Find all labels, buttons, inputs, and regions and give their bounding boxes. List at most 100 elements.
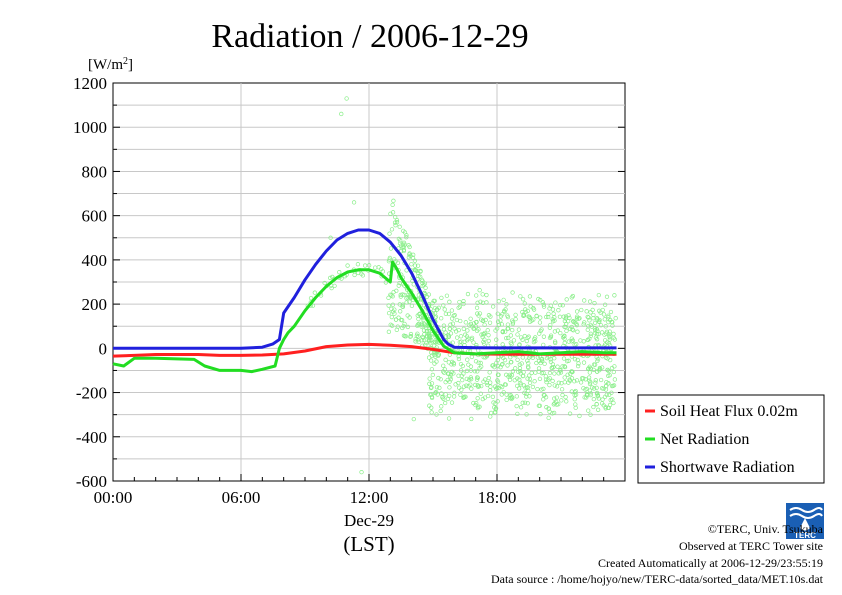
- scatter-point: [474, 328, 480, 333]
- scatter-point: [477, 288, 482, 293]
- scatter-point: [606, 368, 611, 374]
- scatter-point: [602, 317, 607, 322]
- scatter-point: [482, 337, 487, 342]
- scatter-point: [479, 383, 484, 389]
- scatter-point: [448, 331, 454, 336]
- scatter-point: [443, 357, 448, 362]
- scatter-point: [454, 317, 460, 323]
- terc-logo-text: TERC: [794, 531, 816, 540]
- scatter-point: [577, 413, 582, 419]
- scatter-point: [485, 328, 490, 333]
- scatter-point: [554, 395, 559, 400]
- scatter-point: [531, 339, 537, 345]
- scatter-point: [484, 380, 490, 386]
- scatter-point: [520, 400, 525, 405]
- scatter-point: [425, 328, 430, 334]
- scatter-point: [538, 328, 543, 334]
- scatter-point: [504, 335, 509, 341]
- scatter-point: [359, 470, 364, 475]
- scatter-point: [611, 383, 617, 388]
- scatter-point: [563, 321, 569, 327]
- scatter-point: [487, 320, 493, 325]
- scatter-point: [434, 412, 439, 417]
- legend-item-net-radiation: Net Radiation: [660, 431, 749, 448]
- scatter-point: [564, 359, 570, 364]
- scatter-point: [546, 314, 551, 320]
- scatter-point: [582, 395, 587, 400]
- scatter-point: [429, 367, 435, 372]
- scatter-point: [427, 337, 432, 343]
- scatter-point: [510, 369, 516, 374]
- scatter-point: [603, 387, 609, 392]
- scatter-point: [550, 378, 555, 384]
- scatter-point: [544, 314, 549, 320]
- scatter-point: [376, 265, 381, 270]
- scatter-point: [436, 352, 441, 357]
- scatter-point: [447, 326, 453, 331]
- scatter-point: [473, 359, 479, 364]
- scatter-point: [478, 360, 483, 366]
- scatter-point: [400, 325, 405, 331]
- scatter-point: [495, 372, 501, 377]
- scatter-point: [429, 410, 434, 415]
- scatter-point: [582, 320, 587, 325]
- scatter-point: [510, 321, 515, 327]
- scatter-point: [553, 300, 558, 305]
- scatter-point: [523, 307, 528, 312]
- scatter-point: [416, 339, 421, 345]
- scatter-point: [478, 391, 483, 396]
- scatter-point: [439, 295, 444, 301]
- scatter-point: [611, 369, 616, 375]
- scatter-point: [504, 302, 509, 307]
- scatter-point: [518, 335, 524, 340]
- scatter-point: [550, 319, 556, 324]
- scatter-point: [591, 397, 596, 402]
- scatter-point: [500, 329, 506, 334]
- scatter-point: [569, 336, 574, 341]
- scatter-point: [509, 359, 514, 365]
- scatter-point: [609, 365, 615, 371]
- scatter-point: [579, 307, 584, 313]
- scatter-point: [429, 405, 434, 410]
- scatter-point: [547, 376, 552, 381]
- scatter-point: [434, 385, 440, 390]
- scatter-point: [389, 227, 395, 232]
- net-radiation-line: [112, 260, 617, 374]
- scatter-point: [495, 311, 500, 316]
- y-tick-label: 800: [82, 162, 108, 181]
- scatter-point: [581, 376, 586, 381]
- scatter-point: [552, 315, 557, 320]
- scatter-point: [362, 263, 368, 268]
- scatter-point: [524, 394, 529, 399]
- scatter-point: [443, 400, 448, 406]
- scatter-point: [569, 295, 574, 300]
- scatter-point: [608, 357, 613, 363]
- scatter-point: [397, 241, 403, 246]
- scatter-point: [591, 367, 596, 372]
- scatter-point: [484, 292, 489, 298]
- scatter-point: [443, 380, 448, 385]
- scatter-point: [449, 308, 455, 313]
- scatter-point: [393, 223, 398, 228]
- scatter-point: [406, 243, 411, 248]
- scatter-point: [393, 214, 398, 220]
- scatter-point: [598, 310, 603, 315]
- y-tick-label: 200: [82, 295, 108, 314]
- scatter-point: [456, 373, 461, 378]
- scatter-point: [429, 395, 435, 400]
- scatter-point: [387, 257, 392, 262]
- scatter-point: [496, 385, 501, 391]
- scatter-point: [461, 371, 466, 376]
- scatter-point: [451, 371, 456, 376]
- scatter-point: [493, 409, 498, 415]
- scatter-point: [476, 404, 481, 409]
- scatter-point: [419, 324, 424, 329]
- scatter-point: [439, 316, 444, 321]
- scatter-point: [607, 329, 612, 334]
- scatter-point: [419, 338, 425, 343]
- scatter-point: [562, 375, 567, 380]
- scatter-point: [407, 251, 412, 256]
- scatter-point: [566, 313, 571, 318]
- scatter-point: [474, 293, 479, 298]
- scatter-point: [443, 330, 448, 335]
